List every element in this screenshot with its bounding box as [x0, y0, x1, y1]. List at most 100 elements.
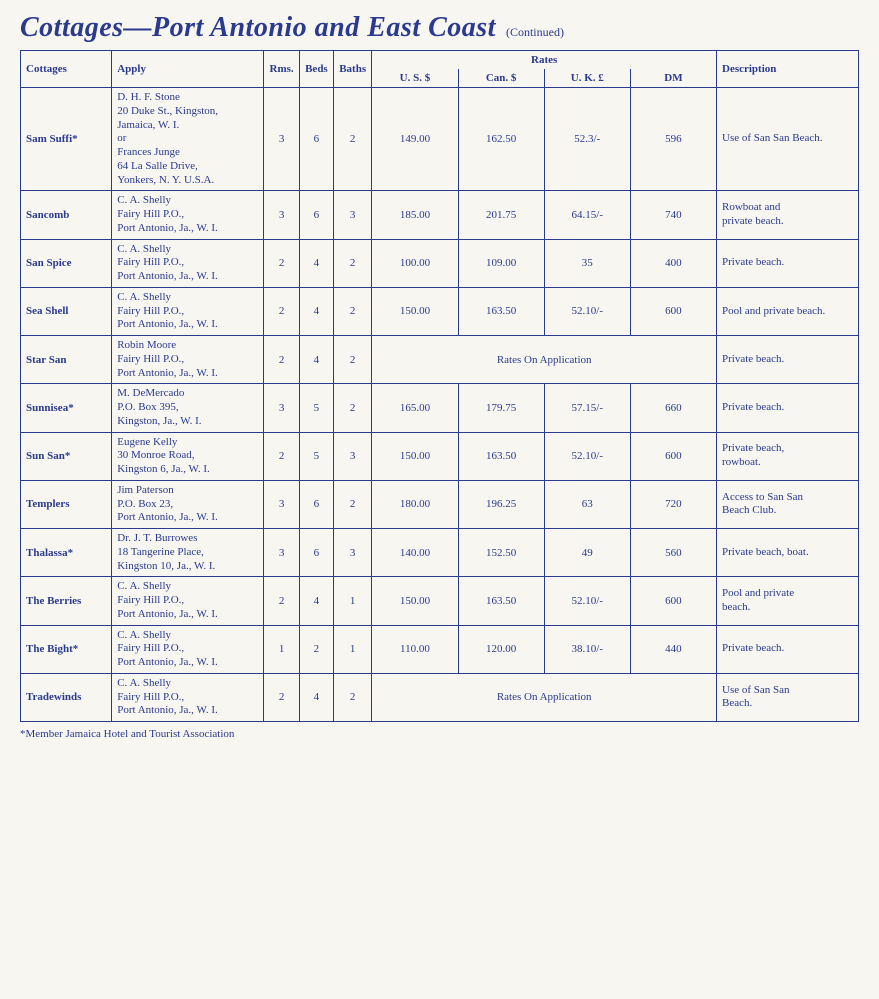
cell-description: Private beach, boat. — [717, 529, 859, 577]
cell-rms: 3 — [264, 384, 300, 432]
cell-beds: 4 — [299, 577, 333, 625]
table-body: Sam Suffi*D. H. F. Stone 20 Duke St., Ki… — [21, 88, 859, 722]
cell-cottage: The Berries — [21, 577, 112, 625]
col-description: Description — [717, 51, 859, 88]
cell-description: Private beach. — [717, 384, 859, 432]
cell-dm: 600 — [630, 432, 716, 480]
cell-can: 179.75 — [458, 384, 544, 432]
cell-description: Pool and private beach. — [717, 287, 859, 335]
cell-baths: 2 — [333, 673, 371, 721]
cell-beds: 4 — [299, 673, 333, 721]
cell-cottage: Sunnisea* — [21, 384, 112, 432]
cell-cottage: Sun San* — [21, 432, 112, 480]
cell-us: 150.00 — [372, 577, 458, 625]
table-row: Sunnisea*M. DeMercado P.O. Box 395, King… — [21, 384, 859, 432]
table-row: Sea ShellC. A. Shelly Fairy Hill P.O., P… — [21, 287, 859, 335]
cell-can: 196.25 — [458, 480, 544, 528]
cell-uk: 57.15/- — [544, 384, 630, 432]
cell-cottage: Sam Suffi* — [21, 88, 112, 191]
cell-description: Private beach, rowboat. — [717, 432, 859, 480]
cell-cottage: Tradewinds — [21, 673, 112, 721]
col-rates-group: Rates — [372, 51, 717, 70]
cell-us: 150.00 — [372, 287, 458, 335]
col-rms: Rms. — [264, 51, 300, 88]
cell-rms: 2 — [264, 336, 300, 384]
col-baths: Baths — [333, 51, 371, 88]
cell-dm: 720 — [630, 480, 716, 528]
cell-apply: M. DeMercado P.O. Box 395, Kingston, Ja.… — [112, 384, 264, 432]
cell-dm: 600 — [630, 287, 716, 335]
cell-apply: Eugene Kelly 30 Monroe Road, Kingston 6,… — [112, 432, 264, 480]
cell-rms: 3 — [264, 480, 300, 528]
table-row: TemplersJim Paterson P.O. Box 23, Port A… — [21, 480, 859, 528]
cell-uk: 64.15/- — [544, 191, 630, 239]
table-row: The BerriesC. A. Shelly Fairy Hill P.O.,… — [21, 577, 859, 625]
table-row: SancombC. A. Shelly Fairy Hill P.O., Por… — [21, 191, 859, 239]
cell-apply: D. H. F. Stone 20 Duke St., Kingston, Ja… — [112, 88, 264, 191]
col-us: U. S. $ — [372, 69, 458, 88]
cell-rms: 3 — [264, 191, 300, 239]
cell-beds: 4 — [299, 239, 333, 287]
cell-rates-on-application: Rates On Application — [372, 336, 717, 384]
cell-rms: 2 — [264, 287, 300, 335]
cell-description: Private beach. — [717, 239, 859, 287]
cell-apply: Dr. J. T. Burrowes 18 Tangerine Place, K… — [112, 529, 264, 577]
page: Cottages—Port Antonio and East Coast (Co… — [0, 0, 879, 760]
table-row: Star SanRobin Moore Fairy Hill P.O., Por… — [21, 336, 859, 384]
cell-baths: 2 — [333, 336, 371, 384]
cell-rms: 2 — [264, 239, 300, 287]
cell-baths: 1 — [333, 625, 371, 673]
cell-can: 152.50 — [458, 529, 544, 577]
cell-apply: Robin Moore Fairy Hill P.O., Port Antoni… — [112, 336, 264, 384]
cell-rms: 2 — [264, 432, 300, 480]
cottages-table: Cottages Apply Rms. Beds Baths Rates Des… — [20, 50, 859, 722]
cell-apply: C. A. Shelly Fairy Hill P.O., Port Anton… — [112, 191, 264, 239]
cell-dm: 600 — [630, 577, 716, 625]
cell-cottage: Star San — [21, 336, 112, 384]
table-row: TradewindsC. A. Shelly Fairy Hill P.O., … — [21, 673, 859, 721]
cell-description: Rowboat and private beach. — [717, 191, 859, 239]
cell-beds: 6 — [299, 191, 333, 239]
table-row: Sun San*Eugene Kelly 30 Monroe Road, Kin… — [21, 432, 859, 480]
cell-beds: 5 — [299, 384, 333, 432]
cell-description: Use of San San Beach. — [717, 673, 859, 721]
cell-dm: 560 — [630, 529, 716, 577]
cell-us: 149.00 — [372, 88, 458, 191]
col-dm: DM — [630, 69, 716, 88]
cell-rms: 2 — [264, 577, 300, 625]
table-header: Cottages Apply Rms. Beds Baths Rates Des… — [21, 51, 859, 88]
col-cottages: Cottages — [21, 51, 112, 88]
cell-rms: 1 — [264, 625, 300, 673]
continued-label: (Continued) — [506, 25, 564, 40]
col-apply: Apply — [112, 51, 264, 88]
col-uk: U. K. £ — [544, 69, 630, 88]
cell-beds: 6 — [299, 529, 333, 577]
cell-cottage: Templers — [21, 480, 112, 528]
cell-beds: 6 — [299, 480, 333, 528]
cell-us: 185.00 — [372, 191, 458, 239]
cell-us: 140.00 — [372, 529, 458, 577]
cell-baths: 2 — [333, 287, 371, 335]
cell-beds: 4 — [299, 287, 333, 335]
cell-us: 110.00 — [372, 625, 458, 673]
cell-can: 109.00 — [458, 239, 544, 287]
cell-baths: 2 — [333, 88, 371, 191]
cell-rms: 3 — [264, 529, 300, 577]
col-can: Can. $ — [458, 69, 544, 88]
cell-description: Use of San San Beach. — [717, 88, 859, 191]
cell-can: 163.50 — [458, 287, 544, 335]
cell-baths: 3 — [333, 191, 371, 239]
page-title: Cottages—Port Antonio and East Coast — [20, 12, 496, 44]
cell-description: Access to San San Beach Club. — [717, 480, 859, 528]
cell-apply: C. A. Shelly Fairy Hill P.O., Port Anton… — [112, 287, 264, 335]
cell-can: 201.75 — [458, 191, 544, 239]
cell-uk: 52.3/- — [544, 88, 630, 191]
cell-uk: 52.10/- — [544, 432, 630, 480]
cell-can: 163.50 — [458, 577, 544, 625]
cell-baths: 2 — [333, 480, 371, 528]
cell-cottage: Sea Shell — [21, 287, 112, 335]
table-row: The Bight*C. A. Shelly Fairy Hill P.O., … — [21, 625, 859, 673]
cell-us: 165.00 — [372, 384, 458, 432]
cell-apply: C. A. Shelly Fairy Hill P.O., Port Anton… — [112, 239, 264, 287]
cell-cottage: San Spice — [21, 239, 112, 287]
